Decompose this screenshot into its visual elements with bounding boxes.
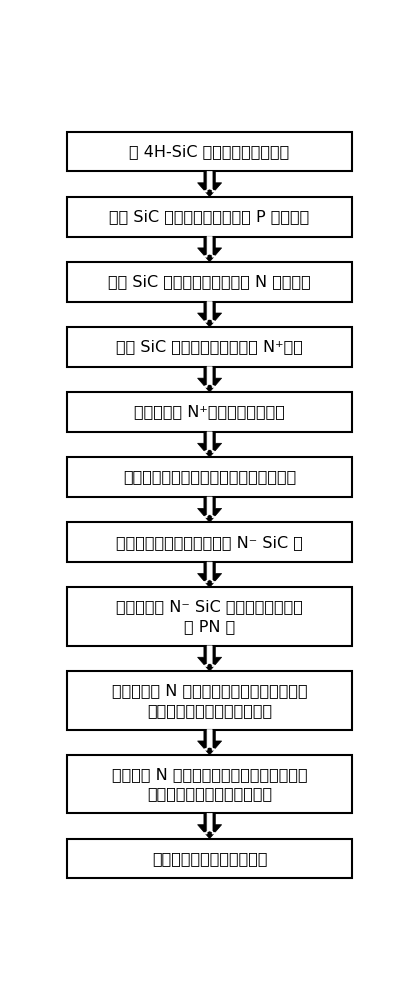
Bar (67, 262, 352, 302)
Polygon shape (201, 432, 218, 453)
Polygon shape (198, 367, 222, 392)
Bar (67, 327, 352, 367)
Polygon shape (201, 813, 218, 834)
Text: 对 4H-SiC 半绝缘衬底进行清洗: 对 4H-SiC 半绝缘衬底进行清洗 (130, 144, 290, 159)
Polygon shape (198, 237, 222, 262)
Polygon shape (201, 367, 218, 387)
Polygon shape (201, 562, 218, 583)
Text: 光刻、刻蚀凹沟道，形成凹陷栅漏漂移区: 光刻、刻蚀凹沟道，形成凹陷栅漏漂移区 (123, 470, 296, 485)
Bar (67, 132, 352, 171)
Polygon shape (198, 171, 222, 197)
Polygon shape (201, 302, 218, 322)
Polygon shape (201, 730, 218, 750)
Bar (67, 671, 352, 730)
Bar (67, 197, 352, 237)
Polygon shape (198, 562, 222, 587)
Polygon shape (198, 646, 222, 671)
Text: 再次对凹陷 N 型沟道层进行光刻、刻蚀，形
成凹陷栅源漂移区和凹栅区域: 再次对凹陷 N 型沟道层进行光刻、刻蚀，形 成凹陷栅源漂移区和凹栅区域 (112, 683, 308, 718)
Polygon shape (198, 730, 222, 755)
Text: 外延 SiC 层，原位掺杂氮形成 N⁺帽层: 外延 SiC 层，原位掺杂氮形成 N⁺帽层 (116, 339, 303, 354)
Bar (67, 522, 352, 562)
Bar (67, 755, 352, 813)
Polygon shape (201, 237, 218, 257)
Polygon shape (198, 497, 222, 522)
Text: 外延 SiC 层，原位掺杂氮形成 N 型沟道层: 外延 SiC 层，原位掺杂氮形成 N 型沟道层 (108, 274, 311, 289)
Text: 钝化、反刻形成电极压焊点: 钝化、反刻形成电极压焊点 (152, 851, 267, 866)
Bar (67, 587, 352, 646)
Text: 外延 SiC 层，原位掺杂硼形成 P 型缓冲层: 外延 SiC 层，原位掺杂硼形成 P 型缓冲层 (110, 209, 310, 224)
Text: 光刻凹陷 N 型沟道层，形成栅窗口，通过磁
控溅射和金属剥离形成栅电极: 光刻凹陷 N 型沟道层，形成栅窗口，通过磁 控溅射和金属剥离形成栅电极 (112, 767, 308, 801)
Text: 光刻、刻蚀 N⁻ SiC 层，离子注入铝形
成 PN 结: 光刻、刻蚀 N⁻ SiC 层，离子注入铝形 成 PN 结 (116, 599, 303, 634)
Polygon shape (198, 813, 222, 839)
Bar (67, 839, 352, 878)
Polygon shape (201, 171, 218, 192)
Polygon shape (198, 302, 222, 327)
Bar (67, 457, 352, 497)
Polygon shape (201, 497, 218, 518)
Text: 光刻、刻蚀 N⁺帽层，形成凹沟道: 光刻、刻蚀 N⁺帽层，形成凹沟道 (134, 404, 285, 419)
Polygon shape (201, 646, 218, 666)
Bar (67, 392, 352, 432)
Text: 在凹陷栅漏漂移区表面外延 N⁻ SiC 层: 在凹陷栅漏漂移区表面外延 N⁻ SiC 层 (116, 535, 303, 550)
Polygon shape (198, 432, 222, 457)
